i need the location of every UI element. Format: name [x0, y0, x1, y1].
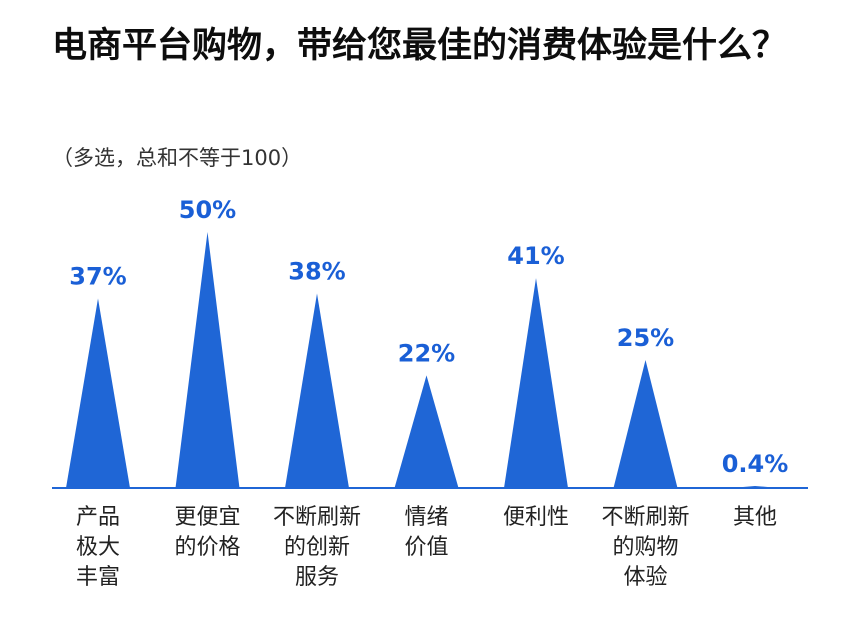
bar-2 — [285, 293, 349, 488]
chart-title: 电商平台购物，带给您最佳的消费体验是什么？ — [52, 26, 788, 66]
value-label-0: 37% — [69, 263, 126, 291]
category-label-1-0: 更便宜 — [174, 505, 240, 530]
bar-5 — [613, 360, 678, 488]
category-label-2-1: 的创新 — [284, 535, 350, 560]
category-label-2-0: 不断刷新 — [273, 505, 361, 530]
value-label-5: 25% — [617, 324, 674, 352]
category-label-4-0: 便利性 — [503, 505, 569, 530]
category-label-2-2: 服务 — [295, 565, 339, 590]
category-label-0-2: 丰富 — [76, 565, 120, 590]
value-label-1: 50% — [179, 196, 236, 224]
bar-4 — [504, 278, 568, 488]
bar-0 — [66, 298, 130, 488]
value-label-4: 41% — [507, 242, 564, 270]
category-label-3-1: 价值 — [404, 535, 448, 560]
category-label-5-1: 的购物 — [612, 535, 678, 560]
category-label-0-1: 极大 — [76, 535, 120, 560]
category-label-5-2: 体验 — [623, 565, 667, 590]
value-label-2: 38% — [288, 257, 345, 285]
bar-3 — [394, 375, 459, 488]
category-label-5-0: 不断刷新 — [601, 505, 689, 530]
category-label-0-0: 产品 — [76, 505, 120, 530]
category-label-1-1: 的价格 — [174, 535, 240, 560]
category-label-3-0: 情绪 — [404, 505, 448, 530]
category-label-6-0: 其他 — [733, 505, 777, 530]
value-label-3: 22% — [398, 339, 455, 367]
chart-subtitle: （多选，总和不等于100） — [52, 146, 303, 170]
bar-1 — [175, 232, 240, 488]
value-label-6: 0.4% — [722, 450, 789, 478]
